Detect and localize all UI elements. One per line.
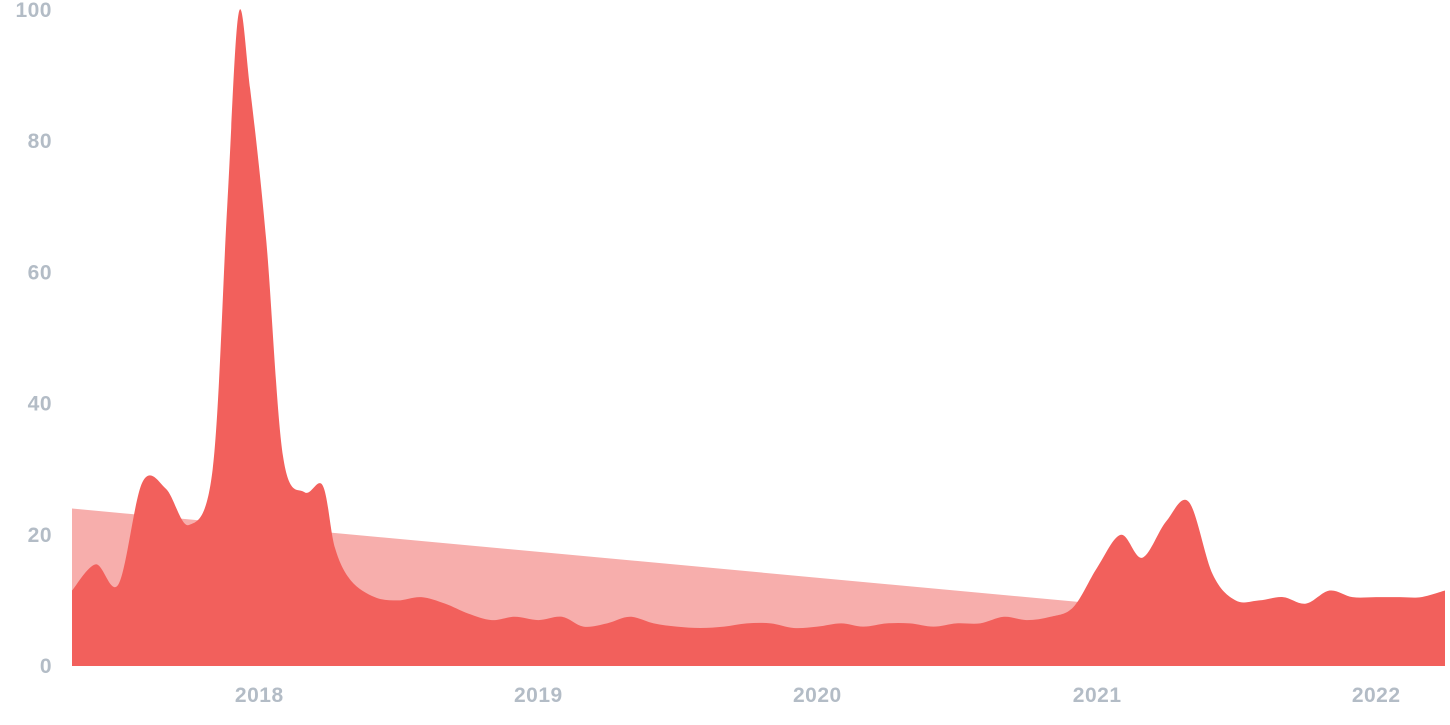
x-tick-label: 2022 [1352,684,1401,707]
y-tick-label: 0 [40,655,52,678]
series-area-layer [72,9,1445,667]
x-axis: 2018 2019 2020 2021 2022 [235,684,1401,707]
y-tick-label: 60 [28,261,52,284]
x-tick-label: 2019 [514,684,563,707]
y-tick-label: 80 [28,130,52,153]
y-tick-label: 20 [28,524,52,547]
x-tick-label: 2021 [1073,684,1122,707]
y-tick-label: 100 [15,0,52,22]
y-tick-label: 40 [28,393,52,416]
series-area-0 [72,9,1445,667]
x-tick-label: 2018 [235,684,284,707]
y-axis: 0 20 40 60 80 100 [15,0,52,678]
x-tick-label: 2020 [793,684,842,707]
